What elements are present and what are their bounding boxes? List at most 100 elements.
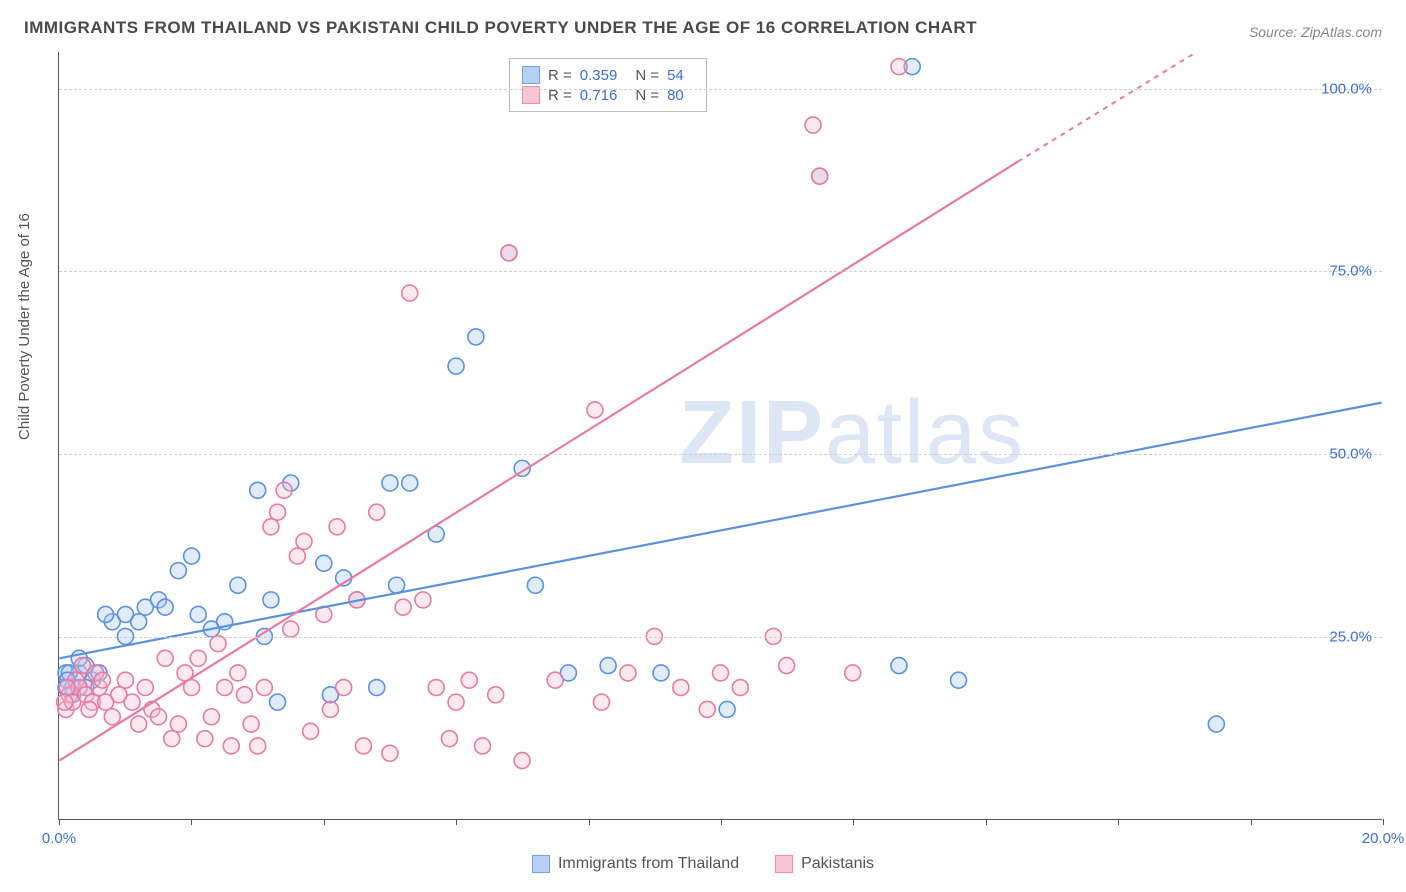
pakistanis-point [805,117,821,133]
pakistanis-point [369,504,385,520]
x-tick-mark [589,819,590,825]
pakistanis-point [322,701,338,717]
thailand-point [382,475,398,491]
thailand-regression-line [59,403,1381,659]
pakistanis-point [131,716,147,732]
pakistanis-point [57,694,73,710]
thailand-point [402,475,418,491]
pakistanis-regression-line [59,162,1018,761]
pakistanis-point [230,665,246,681]
legend-swatch [532,855,550,873]
x-tick-mark [1118,819,1119,825]
pakistanis-point [170,716,186,732]
legend-item-thailand: Immigrants from Thailand [532,855,739,873]
pakistanis-point [250,738,266,754]
pakistanis-point [475,738,491,754]
pakistanis-point [402,285,418,301]
pakistanis-point [197,731,213,747]
y-tick-label: 100.0% [1321,80,1372,97]
thailand-point [98,606,114,622]
pakistanis-point [117,672,133,688]
pakistanis-point [164,731,180,747]
pakistanis-point [673,680,689,696]
pakistanis-point [151,709,167,725]
thailand-point [250,482,266,498]
legend-n-label: N = [635,67,659,84]
pakistanis-point [203,709,219,725]
pakistanis-point [594,694,610,710]
x-tick-mark [986,819,987,825]
correlation-legend-row: R =0.359N =54 [522,66,694,84]
pakistanis-point [276,482,292,498]
pakistanis-point [488,687,504,703]
pakistanis-point [779,658,795,674]
thailand-point [157,599,173,615]
gridline-h [59,271,1382,272]
pakistanis-point [263,519,279,535]
pakistanis-point [713,665,729,681]
pakistanis-point [303,723,319,739]
pakistanis-point [94,672,110,688]
x-tick-mark [59,819,60,825]
pakistanis-point [501,245,517,261]
pakistanis-point [256,680,272,696]
pakistanis-point [699,701,715,717]
gridline-h [59,454,1382,455]
thailand-point [389,577,405,593]
pakistanis-point [283,621,299,637]
thailand-point [230,577,246,593]
thailand-point [448,358,464,374]
y-tick-label: 25.0% [1329,629,1372,646]
pakistanis-point [620,665,636,681]
pakistanis-point [382,745,398,761]
x-tick-label: 0.0% [42,830,76,847]
thailand-point [190,606,206,622]
pakistanis-point [190,650,206,666]
thailand-point [719,701,735,717]
thailand-point [170,563,186,579]
legend-r-label: R = [548,67,572,84]
pakistanis-point [428,680,444,696]
legend-swatch [522,66,540,84]
pakistanis-point [587,402,603,418]
thailand-point [951,672,967,688]
thailand-point [1208,716,1224,732]
pakistanis-point [157,650,173,666]
legend-r-value: 0.359 [580,67,618,84]
pakistanis-point [461,672,477,688]
x-tick-mark [721,819,722,825]
x-tick-label: 20.0% [1362,830,1405,847]
correlation-legend: R =0.359N =54R =0.716N =80 [509,58,707,112]
pakistanis-point [845,665,861,681]
source-attribution: Source: ZipAtlas.com [1249,24,1382,40]
pakistanis-point [243,716,259,732]
thailand-point [600,658,616,674]
x-tick-mark [1251,819,1252,825]
chart-title: IMMIGRANTS FROM THAILAND VS PAKISTANI CH… [24,18,977,38]
legend-swatch [775,855,793,873]
pakistanis-point [296,533,312,549]
thailand-point [468,329,484,345]
pakistanis-point [547,672,563,688]
pakistanis-point [355,738,371,754]
pakistanis-point [514,753,530,769]
legend-item-pakistanis: Pakistanis [775,855,874,873]
chart-svg [59,52,1382,819]
pakistanis-point [223,738,239,754]
gridline-h [59,637,1382,638]
pakistanis-point [891,59,907,75]
pakistanis-point [59,680,75,696]
x-tick-mark [456,819,457,825]
pakistanis-point [81,701,97,717]
pakistanis-point [104,709,120,725]
thailand-point [369,680,385,696]
plot-area: ZIPatlas R =0.359N =54R =0.716N =80 25.0… [58,52,1382,820]
pakistanis-point [217,680,233,696]
legend-label: Immigrants from Thailand [558,855,739,873]
series-legend: Immigrants from Thailand Pakistanis [0,855,1406,878]
thailand-point [653,665,669,681]
y-axis-label: Child Poverty Under the Age of 16 [16,213,33,440]
pakistanis-point [441,731,457,747]
gridline-h [59,89,1382,90]
pakistanis-point [329,519,345,535]
